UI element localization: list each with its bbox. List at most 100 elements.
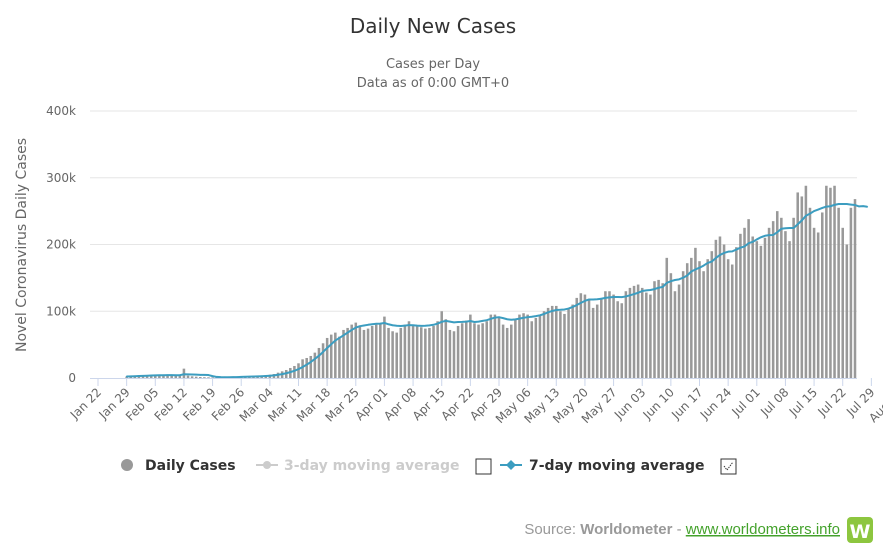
seven-day-average-point — [449, 320, 451, 323]
bar — [845, 244, 849, 378]
seven-day-average-point — [588, 298, 590, 301]
checkmark-icon — [723, 461, 734, 471]
bar — [158, 375, 161, 378]
seven-day-average-point — [465, 320, 468, 323]
bar — [735, 247, 738, 378]
seven-day-average-point — [354, 326, 357, 329]
credit-text: Source: Worldometer - www.worldometers.i… — [524, 521, 840, 538]
seven-day-average-point — [751, 241, 754, 243]
bar — [350, 324, 353, 378]
seven-day-average-point — [567, 307, 570, 310]
seven-day-average-point — [277, 374, 279, 376]
bar — [309, 355, 313, 378]
bar — [399, 327, 403, 378]
daily-cases-bars — [125, 185, 857, 379]
bar — [489, 314, 493, 378]
seven-day-average-point — [792, 227, 795, 229]
bar — [538, 314, 542, 378]
credit-link[interactable]: www.worldometers.info — [685, 521, 840, 538]
seven-day-average-point — [690, 270, 693, 273]
seven-day-average-point — [522, 316, 525, 319]
seven-day-average-point — [134, 375, 136, 378]
legend-7day-checkbox[interactable] — [720, 458, 737, 475]
seven-day-average-point — [862, 205, 864, 207]
bar — [759, 245, 763, 378]
bar — [681, 271, 685, 378]
bar — [383, 316, 386, 378]
bar — [710, 251, 714, 378]
seven-day-average-point — [154, 374, 157, 377]
seven-day-average-point — [375, 323, 378, 325]
legend-3day-checkbox[interactable] — [475, 458, 492, 475]
seven-day-average-point — [297, 368, 300, 370]
seven-day-average-point — [653, 288, 656, 290]
legend-item-daily-cases[interactable]: Daily Cases — [121, 458, 236, 474]
x-tick-label: Jul 22 — [815, 385, 849, 419]
seven-day-average-point — [125, 375, 128, 378]
seven-day-average-point — [195, 373, 198, 376]
bar — [784, 231, 787, 378]
bar — [186, 375, 190, 378]
bar — [456, 325, 460, 378]
bar — [178, 375, 182, 378]
seven-day-average-point — [150, 374, 152, 377]
seven-day-average-point — [363, 324, 365, 327]
seven-day-average-point — [412, 324, 414, 327]
bar — [477, 324, 480, 378]
bar — [829, 187, 832, 378]
bar — [379, 323, 382, 378]
bar — [407, 321, 411, 378]
seven-day-average-point — [477, 320, 480, 323]
worldometer-logo-icon[interactable] — [847, 517, 873, 543]
seven-day-average-point — [547, 311, 549, 314]
seven-day-average-point — [723, 252, 725, 254]
bar — [698, 261, 701, 378]
seven-day-average-point — [633, 293, 635, 295]
bar — [694, 247, 697, 378]
bar — [841, 227, 844, 378]
seven-day-average-point — [219, 376, 222, 378]
seven-day-average-point — [269, 374, 271, 377]
bar — [518, 314, 521, 378]
seven-day-average-point — [232, 376, 234, 378]
x-tick-label: Jun 24 — [697, 385, 734, 422]
x-tick-label: Jul 08 — [757, 385, 791, 419]
bar — [211, 377, 214, 378]
bar — [718, 236, 722, 378]
seven-day-average-point — [440, 321, 443, 323]
seven-day-average-point — [473, 321, 476, 323]
y-tick-label: 400k — [46, 104, 76, 118]
bar — [301, 359, 304, 378]
seven-day-average-point — [850, 203, 852, 206]
credit: Source: Worldometer - www.worldometers.i… — [524, 517, 873, 543]
legend-item-7day-average[interactable]: 7-day moving average — [500, 458, 705, 474]
seven-day-average-point — [387, 323, 390, 326]
seven-day-average-point — [240, 376, 243, 378]
bar — [387, 327, 390, 378]
seven-day-average-point — [211, 375, 214, 377]
y-tick-label: 0 — [68, 371, 76, 385]
bar — [174, 375, 178, 378]
seven-day-average-point — [530, 315, 533, 318]
seven-day-average-point — [743, 245, 746, 248]
seven-day-average-point — [485, 319, 488, 321]
seven-day-average-point — [625, 295, 627, 298]
legend-item-3day-average[interactable]: 3-day moving average — [256, 458, 460, 474]
seven-day-average-point — [350, 329, 353, 331]
seven-day-average-point — [535, 315, 537, 317]
seven-day-average-point — [494, 316, 496, 319]
seven-day-average-point — [248, 375, 251, 378]
x-tick-label: Jun 03 — [611, 385, 648, 422]
seven-day-average-point — [481, 320, 484, 322]
seven-day-average-point — [694, 268, 697, 271]
bar — [595, 304, 599, 378]
seven-day-average-point — [281, 373, 283, 375]
seven-day-average-point — [490, 318, 492, 320]
seven-day-average-point — [821, 207, 824, 209]
bar — [591, 307, 595, 378]
seven-day-average-point — [841, 203, 844, 205]
bar — [788, 241, 791, 378]
seven-day-average-point — [432, 324, 435, 326]
seven-day-average-point — [801, 219, 803, 222]
seven-day-average-point — [326, 347, 328, 349]
